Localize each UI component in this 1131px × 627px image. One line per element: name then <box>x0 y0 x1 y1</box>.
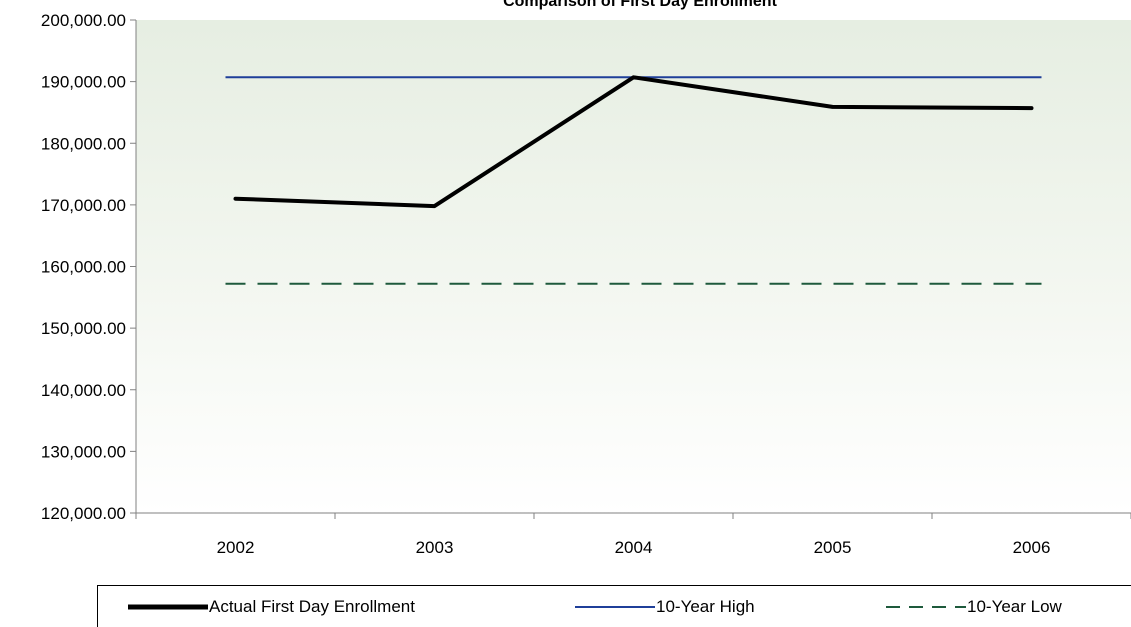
x-tick-label: 2003 <box>416 538 454 557</box>
series-actual-line <box>233 75 1034 209</box>
legend-swatch-actual <box>128 604 208 610</box>
y-tick-label: 140,000.00 <box>41 381 126 400</box>
legend-swatch-high <box>575 606 655 608</box>
axes <box>130 19 1131 519</box>
series-layer <box>225 75 1042 285</box>
y-tick-label: 160,000.00 <box>41 258 126 277</box>
y-tick-label: 180,000.00 <box>41 134 126 153</box>
legend-label-high: 10-Year High <box>656 597 755 616</box>
legend: Actual First Day Enrollment 10-Year High… <box>97 585 1131 627</box>
x-tick-label: 2005 <box>814 538 852 557</box>
legend-label-low: 10-Year Low <box>967 597 1062 616</box>
legend-item-low: 10-Year Low <box>886 596 1062 618</box>
legend-swatch-low <box>886 606 966 608</box>
x-tick-label: 2004 <box>615 538 653 557</box>
legend-item-high: 10-Year High <box>575 596 755 618</box>
tick-labels: 120,000.00 130,000.00 140,000.00 150,000.00… <box>41 11 1051 557</box>
x-tick-label: 2006 <box>1013 538 1051 557</box>
y-tick-label: 130,000.00 <box>41 442 126 461</box>
y-tick-label: 150,000.00 <box>41 319 126 338</box>
legend-item-actual: Actual First Day Enrollment <box>128 596 415 618</box>
plot-area <box>136 20 1131 513</box>
legend-label-actual: Actual First Day Enrollment <box>209 597 415 616</box>
y-tick-label: 190,000.00 <box>41 73 126 92</box>
chart-title: Comparison of First Day Enrollment <box>503 0 777 10</box>
y-tick-label: 200,000.00 <box>41 11 126 30</box>
x-tick-label: 2002 <box>217 538 255 557</box>
y-tick-label: 170,000.00 <box>41 196 126 215</box>
y-tick-label: 120,000.00 <box>41 504 126 523</box>
